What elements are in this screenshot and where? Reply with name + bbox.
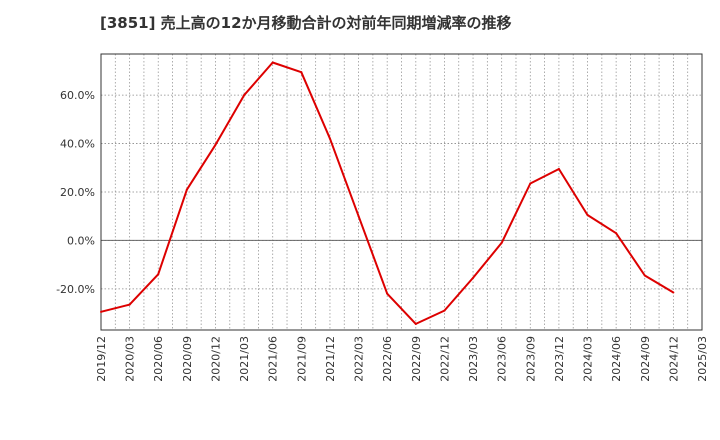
series-line bbox=[100, 61, 674, 325]
x-tick-label: 2024/06 bbox=[610, 336, 623, 382]
data-point bbox=[243, 94, 246, 97]
data-point bbox=[128, 303, 131, 306]
y-tick-label: -20.0% bbox=[56, 283, 95, 296]
grid-layer bbox=[101, 54, 702, 330]
series-layer bbox=[100, 61, 675, 325]
x-tick-label: 2020/06 bbox=[152, 336, 165, 382]
x-tick-label: 2020/09 bbox=[181, 336, 194, 382]
x-tick-label: 2020/12 bbox=[209, 336, 222, 382]
y-tick-label: 0.0% bbox=[67, 234, 95, 247]
x-tick-label: 2023/06 bbox=[496, 336, 509, 382]
chart-title: [3851] 売上高の12か月移動合計の対前年同期増減率の推移 bbox=[100, 14, 512, 32]
data-point bbox=[185, 188, 188, 191]
x-tick-label: 2023/12 bbox=[553, 336, 566, 382]
y-tick-label: 20.0% bbox=[60, 186, 95, 199]
data-point bbox=[529, 182, 532, 185]
x-tick-label: 2022/12 bbox=[438, 336, 451, 382]
data-point bbox=[100, 310, 102, 313]
y-tick-label: 60.0% bbox=[60, 89, 95, 102]
x-tick-label: 2022/03 bbox=[353, 336, 366, 382]
x-tick-label: 2023/09 bbox=[524, 336, 537, 382]
data-point bbox=[271, 61, 274, 64]
y-tick-label: 40.0% bbox=[60, 138, 95, 151]
x-tick-label: 2021/03 bbox=[238, 336, 251, 382]
x-tick-label: 2022/09 bbox=[410, 336, 423, 382]
data-point bbox=[643, 274, 646, 277]
data-point bbox=[472, 276, 475, 279]
data-point bbox=[328, 137, 331, 140]
data-point bbox=[586, 214, 589, 216]
x-tick-label: 2021/06 bbox=[267, 336, 280, 382]
x-tick-label: 2021/09 bbox=[295, 336, 308, 382]
data-point bbox=[300, 71, 303, 74]
y-axis-ticks: -20.0% 0.0% 20.0% 40.0% 60.0% bbox=[56, 89, 95, 296]
x-tick-label: 2022/06 bbox=[381, 336, 394, 382]
x-axis-ticks: 2019/12 2020/03 2020/06 2020/09 2020/12 2021/… bbox=[95, 336, 709, 382]
data-point bbox=[214, 143, 217, 146]
data-point bbox=[500, 241, 503, 244]
data-point bbox=[557, 168, 560, 170]
x-tick-label: 2024/03 bbox=[582, 336, 595, 382]
x-tick-label: 2024/09 bbox=[639, 336, 652, 382]
x-tick-label: 2023/03 bbox=[467, 336, 480, 382]
x-tick-label: 2021/12 bbox=[324, 336, 337, 382]
plot-area bbox=[100, 53, 703, 331]
data-point bbox=[443, 309, 446, 312]
data-point bbox=[414, 322, 417, 325]
data-point bbox=[157, 273, 160, 276]
data-point bbox=[615, 232, 618, 235]
x-tick-label: 2024/12 bbox=[667, 336, 680, 382]
x-tick-label: 2020/03 bbox=[124, 336, 137, 382]
data-point bbox=[357, 215, 360, 218]
x-tick-label: 2025/03 bbox=[696, 336, 709, 382]
x-tick-label: 2019/12 bbox=[95, 336, 108, 382]
data-point bbox=[386, 292, 389, 295]
data-point bbox=[672, 291, 675, 294]
